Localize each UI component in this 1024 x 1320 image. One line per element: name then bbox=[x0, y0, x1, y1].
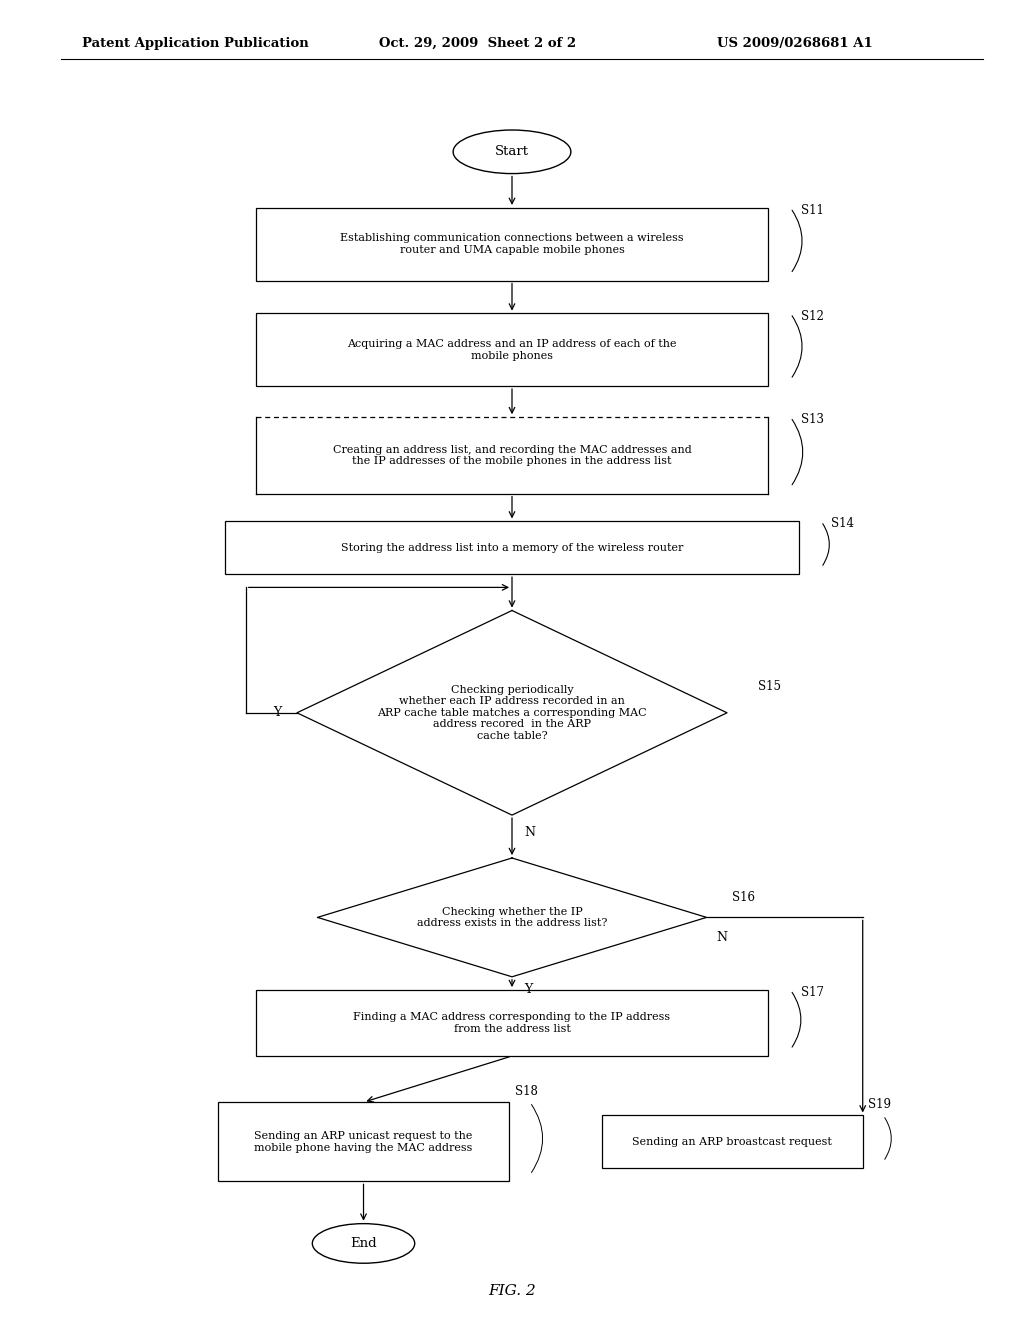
Text: End: End bbox=[350, 1237, 377, 1250]
Text: Y: Y bbox=[273, 706, 282, 719]
Text: S17: S17 bbox=[801, 986, 823, 999]
Text: S11: S11 bbox=[801, 205, 823, 216]
Text: Patent Application Publication: Patent Application Publication bbox=[82, 37, 308, 50]
Text: S12: S12 bbox=[801, 310, 823, 322]
Text: S18: S18 bbox=[514, 1085, 538, 1098]
Text: Y: Y bbox=[524, 983, 532, 997]
Bar bbox=[256, 207, 768, 281]
Bar bbox=[225, 521, 799, 574]
Text: N: N bbox=[717, 931, 728, 944]
Bar bbox=[256, 314, 768, 385]
Text: FIG. 2: FIG. 2 bbox=[488, 1284, 536, 1298]
Bar bbox=[256, 990, 768, 1056]
Text: S15: S15 bbox=[758, 680, 780, 693]
Text: S14: S14 bbox=[831, 517, 854, 531]
Ellipse shape bbox=[312, 1224, 415, 1263]
Text: Sending an ARP broastcast request: Sending an ARP broastcast request bbox=[632, 1137, 833, 1147]
Bar bbox=[217, 1102, 509, 1181]
Ellipse shape bbox=[453, 131, 571, 173]
Text: Checking whether the IP
address exists in the address list?: Checking whether the IP address exists i… bbox=[417, 907, 607, 928]
Text: S13: S13 bbox=[801, 413, 823, 426]
Text: Checking periodically
whether each IP address recorded in an
ARP cache table mat: Checking periodically whether each IP ad… bbox=[377, 685, 647, 741]
Text: Finding a MAC address corresponding to the IP address
from the address list: Finding a MAC address corresponding to t… bbox=[353, 1012, 671, 1034]
Bar bbox=[601, 1115, 862, 1168]
Text: Sending an ARP unicast request to the
mobile phone having the MAC address: Sending an ARP unicast request to the mo… bbox=[254, 1131, 473, 1152]
Text: Acquiring a MAC address and an IP address of each of the
mobile phones: Acquiring a MAC address and an IP addres… bbox=[347, 339, 677, 360]
Text: Establishing communication connections between a wireless
router and UMA capable: Establishing communication connections b… bbox=[340, 234, 684, 255]
Text: Creating an address list, and recording the MAC addresses and
the IP addresses o: Creating an address list, and recording … bbox=[333, 445, 691, 466]
Text: Storing the address list into a memory of the wireless router: Storing the address list into a memory o… bbox=[341, 543, 683, 553]
Text: US 2009/0268681 A1: US 2009/0268681 A1 bbox=[717, 37, 872, 50]
Text: S19: S19 bbox=[868, 1098, 891, 1111]
Text: N: N bbox=[524, 826, 536, 838]
Text: S16: S16 bbox=[732, 891, 755, 904]
Text: Start: Start bbox=[495, 145, 529, 158]
Text: Oct. 29, 2009  Sheet 2 of 2: Oct. 29, 2009 Sheet 2 of 2 bbox=[379, 37, 577, 50]
